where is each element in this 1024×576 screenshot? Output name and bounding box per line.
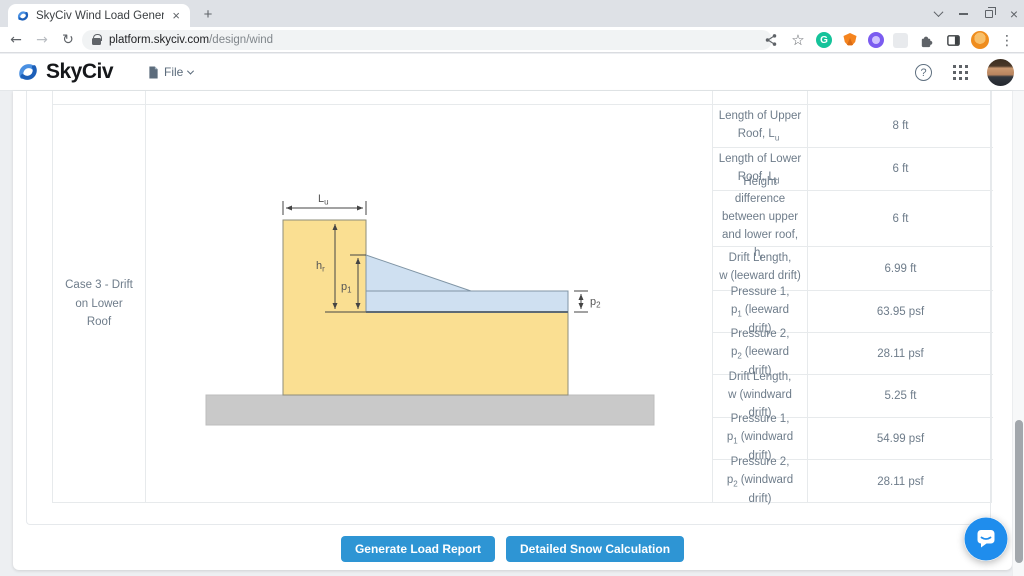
tab-search-chevron-icon[interactable] — [933, 7, 944, 18]
brand-name: SkyCiv — [46, 60, 114, 83]
extensions-puzzle-icon[interactable] — [917, 31, 935, 49]
table-row: Pressure 2, p2 (leeward drift) 28.11 psf — [713, 328, 993, 377]
table-row: Drift Length, w (windward drift) 5.25 ft — [713, 371, 993, 419]
generate-load-report-button[interactable]: Generate Load Report — [340, 536, 495, 562]
window-close-button[interactable]: × — [1009, 5, 1018, 22]
refresh-icon[interactable]: ↻ — [62, 32, 74, 48]
content-card: Case 3 - Drift on Lower Roof — [13, 91, 1012, 570]
table-row: Drift Length, w (leeward drift) 6.99 ft — [713, 247, 993, 291]
chat-bubble-icon — [977, 530, 995, 544]
file-menu[interactable]: File — [148, 65, 195, 79]
snow-drift-triangle — [365, 254, 472, 292]
file-menu-label: File — [164, 65, 184, 79]
metamask-extension-icon[interactable] — [841, 31, 859, 49]
url-path: /design/wind — [209, 34, 274, 46]
case-results-table: Case 3 - Drift on Lower Roof — [52, 91, 993, 505]
bookmark-star-icon[interactable]: ☆ — [791, 31, 805, 49]
user-avatar[interactable] — [987, 59, 1014, 86]
back-icon[interactable]: ← — [10, 32, 22, 48]
label-hr: hr — [316, 260, 325, 274]
label-p1: p1 — [341, 281, 352, 295]
browser-tab-strip: SkyCiv Wind Load Genera × + × — [0, 0, 1024, 27]
dimension-labels: Lu hr p1 p2 — [316, 193, 601, 310]
browser-tab[interactable]: SkyCiv Wind Load Genera × — [8, 4, 190, 27]
app-header: SkyCiv File ? — [0, 54, 1024, 91]
skyciv-logo[interactable]: SkyCiv — [16, 60, 114, 84]
page-scrollbar[interactable] — [1012, 91, 1024, 576]
snow-drift-diagram: Lu hr p1 p2 — [146, 105, 713, 503]
label-lu: Lu — [318, 193, 329, 207]
window-minimize-button[interactable] — [958, 12, 968, 15]
new-tab-button[interactable]: + — [203, 6, 213, 23]
apps-grid-icon[interactable] — [953, 65, 968, 85]
forward-icon[interactable]: → — [36, 32, 48, 48]
purple-extension-icon[interactable] — [868, 32, 884, 48]
results-panel: Case 3 - Drift on Lower Roof — [26, 91, 993, 525]
skyciv-favicon-icon — [17, 10, 29, 21]
snow-uniform-load — [365, 290, 569, 313]
table-row: Height difference between upper and lowe… — [713, 176, 993, 261]
browser-profile-avatar[interactable] — [971, 31, 989, 49]
label-p2: p2 — [590, 296, 601, 310]
scrollbar-thumb[interactable] — [1015, 420, 1023, 563]
side-panel-icon[interactable] — [944, 31, 962, 49]
dimension-lines — [282, 201, 588, 313]
table-row: Pressure 2, p2 (windward drift) 28.11 psf — [713, 456, 993, 505]
share-icon[interactable] — [762, 31, 780, 49]
action-buttons: Generate Load Report Detailed Snow Calcu… — [13, 536, 1012, 562]
lock-icon — [92, 34, 102, 45]
url-domain: platform.skyciv.com — [109, 34, 210, 46]
results-rows: Length of Upper Roof, Lu 8 ft Length of … — [713, 105, 993, 505]
ground-slab — [205, 394, 655, 426]
table-row: Length of Lower Roof, Ld 6 ft — [713, 148, 993, 191]
browser-menu-icon[interactable]: ⋮ — [1000, 31, 1014, 48]
inactive-extension-icon[interactable] — [893, 32, 908, 48]
table-row: Length of Upper Roof, Lu 8 ft — [713, 105, 993, 148]
skyciv-logo-icon — [19, 64, 37, 80]
table-row: Pressure 1, p1 (leeward drift) 63.95 psf — [713, 286, 993, 335]
help-button[interactable]: ? — [915, 64, 932, 81]
window-restore-button[interactable] — [984, 7, 996, 18]
chevron-down-icon — [187, 67, 195, 75]
grammarly-extension-icon[interactable]: G — [816, 32, 832, 48]
tab-title: SkyCiv Wind Load Genera — [36, 9, 165, 22]
browser-toolbar: ← → ↻ platform.skyciv.com/design/wind ☆ … — [0, 27, 1024, 53]
file-icon — [149, 66, 158, 78]
table-row: Pressure 1, p1 (windward drift) 54.99 psf — [713, 413, 993, 462]
chat-launcher-button[interactable] — [964, 517, 1008, 561]
detailed-snow-calculation-button[interactable]: Detailed Snow Calculation — [506, 536, 685, 562]
tab-close-icon[interactable]: × — [172, 8, 180, 23]
case-label-cell: Case 3 - Drift on Lower Roof — [65, 279, 133, 329]
address-bar[interactable]: platform.skyciv.com/design/wind — [82, 30, 772, 50]
